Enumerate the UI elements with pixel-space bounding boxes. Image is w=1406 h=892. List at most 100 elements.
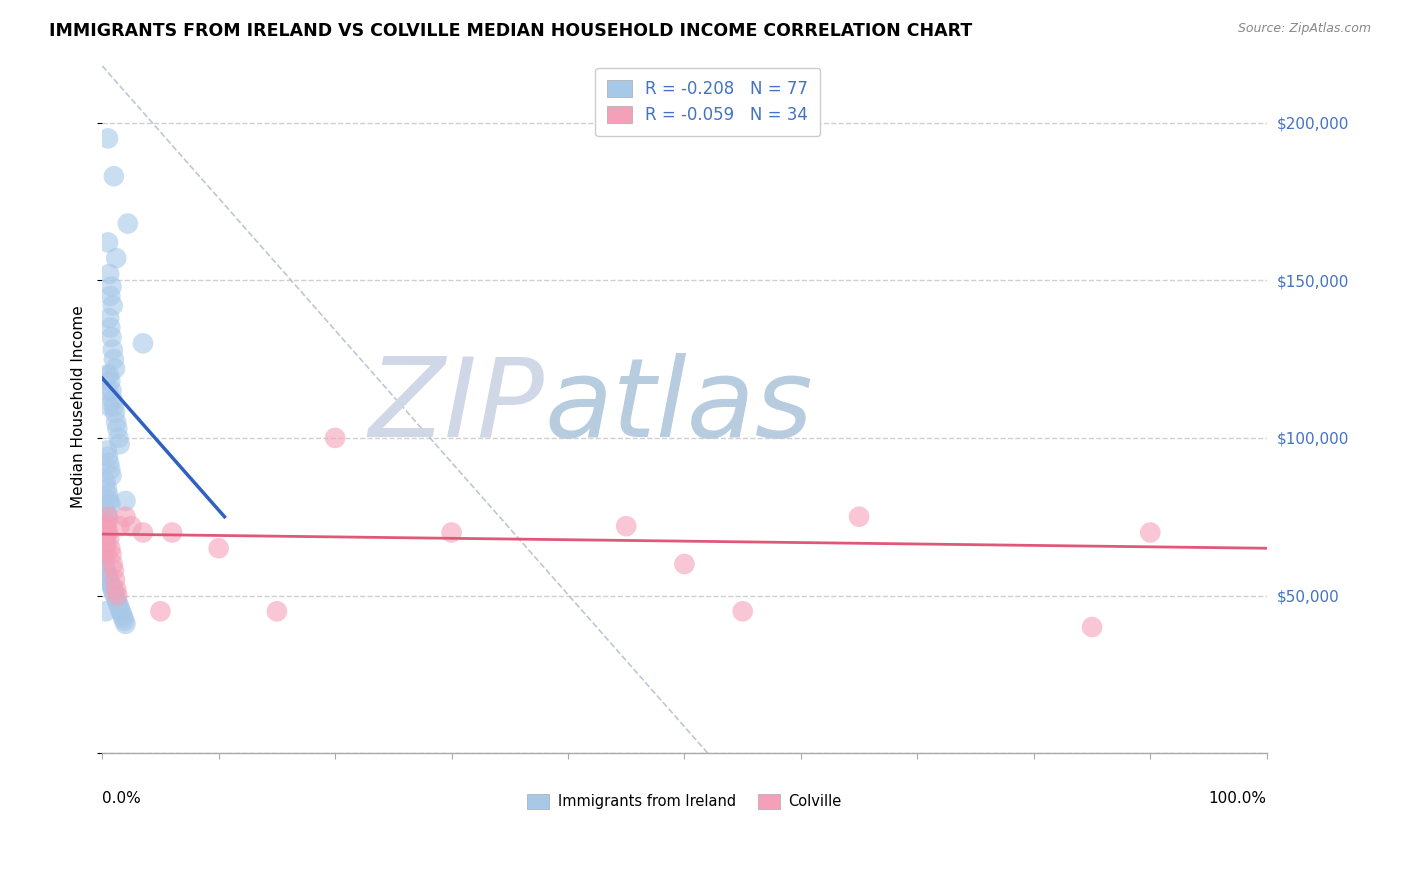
Point (673, 557, 696, 571)
Point (105, 589, 128, 603)
Point (614, 519, 637, 533)
Point (93, 550, 115, 565)
Point (96, 507, 118, 521)
Point (96, 519, 118, 533)
Point (93, 538, 115, 552)
Point (101, 557, 124, 571)
Point (103, 400, 125, 414)
Point (96, 548, 118, 562)
Point (731, 604, 754, 618)
Point (101, 298, 124, 312)
Point (98, 497, 121, 511)
Point (98, 541, 121, 556)
Text: IMMIGRANTS FROM IRELAND VS COLVILLE MEDIAN HOUSEHOLD INCOME CORRELATION CHART: IMMIGRANTS FROM IRELAND VS COLVILLE MEDI… (49, 22, 973, 40)
Text: atlas: atlas (544, 353, 813, 460)
Point (149, 604, 172, 618)
Point (94, 541, 117, 556)
Point (111, 607, 134, 622)
Text: 100.0%: 100.0% (1209, 791, 1267, 806)
Point (94, 535, 117, 549)
Point (97, 384, 120, 398)
Point (98, 320, 121, 334)
Point (104, 361, 127, 376)
Point (114, 616, 136, 631)
Point (100, 579, 122, 593)
Point (107, 431, 129, 445)
Point (98, 400, 121, 414)
Point (105, 415, 128, 429)
Point (98, 374, 121, 388)
Point (114, 494, 136, 508)
Point (97, 131, 120, 145)
Point (110, 604, 132, 618)
Point (100, 279, 122, 293)
Point (112, 610, 135, 624)
Point (848, 509, 870, 524)
Point (105, 582, 128, 597)
Point (97, 513, 120, 527)
Point (97, 525, 120, 540)
Point (93, 541, 115, 556)
Point (1139, 525, 1161, 540)
Point (104, 589, 127, 603)
Point (93, 525, 115, 540)
Point (93, 557, 115, 571)
Point (94, 475, 117, 489)
Point (101, 582, 124, 597)
Point (132, 525, 155, 540)
Point (103, 585, 125, 599)
Point (94, 516, 117, 530)
Point (93, 538, 115, 552)
Point (105, 595, 128, 609)
Point (105, 591, 128, 606)
Point (98, 494, 121, 508)
Point (93, 554, 115, 568)
Point (98, 267, 121, 281)
Point (108, 437, 131, 451)
Text: 0.0%: 0.0% (103, 791, 141, 806)
Text: Source: ZipAtlas.com: Source: ZipAtlas.com (1237, 22, 1371, 36)
Point (105, 421, 128, 435)
Point (440, 525, 463, 540)
Point (104, 406, 127, 420)
Point (94, 519, 117, 533)
Point (100, 468, 122, 483)
Text: ZIP: ZIP (368, 353, 544, 460)
Point (93, 560, 115, 574)
Point (108, 519, 131, 533)
Point (98, 532, 121, 546)
Point (97, 235, 120, 250)
Point (96, 525, 118, 540)
Point (103, 563, 125, 577)
Point (160, 525, 183, 540)
Point (98, 462, 121, 476)
Point (96, 566, 118, 581)
Point (208, 541, 231, 556)
Point (114, 509, 136, 524)
Point (104, 573, 127, 587)
Legend: Immigrants from Ireland, Colville: Immigrants from Ireland, Colville (522, 789, 848, 815)
Point (93, 516, 115, 530)
Point (97, 488, 120, 502)
Point (93, 522, 115, 536)
Point (98, 456, 121, 470)
Point (93, 544, 115, 558)
Point (98, 289, 121, 303)
Point (96, 481, 118, 495)
Point (98, 573, 121, 587)
Point (96, 443, 118, 458)
Point (107, 598, 129, 612)
Point (1081, 620, 1104, 634)
Point (100, 384, 122, 398)
Point (266, 604, 288, 618)
Point (112, 614, 135, 628)
Point (100, 548, 122, 562)
Point (97, 509, 120, 524)
Point (323, 431, 346, 445)
Point (105, 251, 128, 265)
Point (94, 532, 117, 546)
Point (103, 352, 125, 367)
Y-axis label: Median Household Income: Median Household Income (72, 305, 86, 508)
Point (101, 343, 124, 357)
Point (101, 393, 124, 408)
